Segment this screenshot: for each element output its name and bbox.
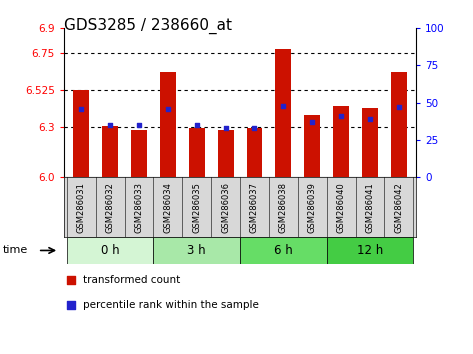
Point xyxy=(67,302,75,307)
Text: 3 h: 3 h xyxy=(187,244,206,257)
Bar xyxy=(67,237,153,264)
Point xyxy=(251,125,258,131)
Point xyxy=(280,103,287,108)
Bar xyxy=(246,128,263,177)
Text: GSM286031: GSM286031 xyxy=(77,182,86,233)
Text: 12 h: 12 h xyxy=(357,244,383,257)
Bar xyxy=(240,237,327,264)
Text: GSM286040: GSM286040 xyxy=(337,182,346,233)
Bar xyxy=(160,72,176,177)
Text: time: time xyxy=(2,245,27,256)
Text: 0 h: 0 h xyxy=(101,244,119,257)
Bar xyxy=(275,49,291,177)
Point xyxy=(308,119,316,125)
Text: transformed count: transformed count xyxy=(83,275,181,285)
Point xyxy=(67,277,75,282)
Bar xyxy=(327,237,413,264)
Point xyxy=(193,122,201,128)
Text: GSM286032: GSM286032 xyxy=(105,182,114,233)
Point xyxy=(78,106,85,112)
Bar xyxy=(391,72,407,177)
Text: GSM286036: GSM286036 xyxy=(221,182,230,233)
Point xyxy=(135,122,143,128)
Text: GSM286039: GSM286039 xyxy=(308,182,317,233)
Text: GSM286034: GSM286034 xyxy=(163,182,172,233)
Bar xyxy=(218,130,234,177)
Text: GDS3285 / 238660_at: GDS3285 / 238660_at xyxy=(64,18,232,34)
Point xyxy=(164,106,172,112)
Bar xyxy=(362,108,378,177)
Point xyxy=(337,113,345,119)
Bar xyxy=(153,237,240,264)
Text: GSM286038: GSM286038 xyxy=(279,182,288,233)
Point xyxy=(222,125,229,131)
Bar xyxy=(189,128,205,177)
Point xyxy=(106,122,114,128)
Text: GSM286033: GSM286033 xyxy=(134,182,143,233)
Text: GSM286042: GSM286042 xyxy=(394,182,403,233)
Text: GSM286037: GSM286037 xyxy=(250,182,259,233)
Bar xyxy=(73,90,89,177)
Text: 6 h: 6 h xyxy=(274,244,293,257)
Text: percentile rank within the sample: percentile rank within the sample xyxy=(83,299,259,309)
Bar xyxy=(304,115,320,177)
Bar xyxy=(131,130,147,177)
Text: GSM286041: GSM286041 xyxy=(366,182,375,233)
Point xyxy=(395,104,403,110)
Bar xyxy=(102,126,118,177)
Text: GSM286035: GSM286035 xyxy=(192,182,201,233)
Bar xyxy=(333,106,349,177)
Point xyxy=(366,116,374,122)
